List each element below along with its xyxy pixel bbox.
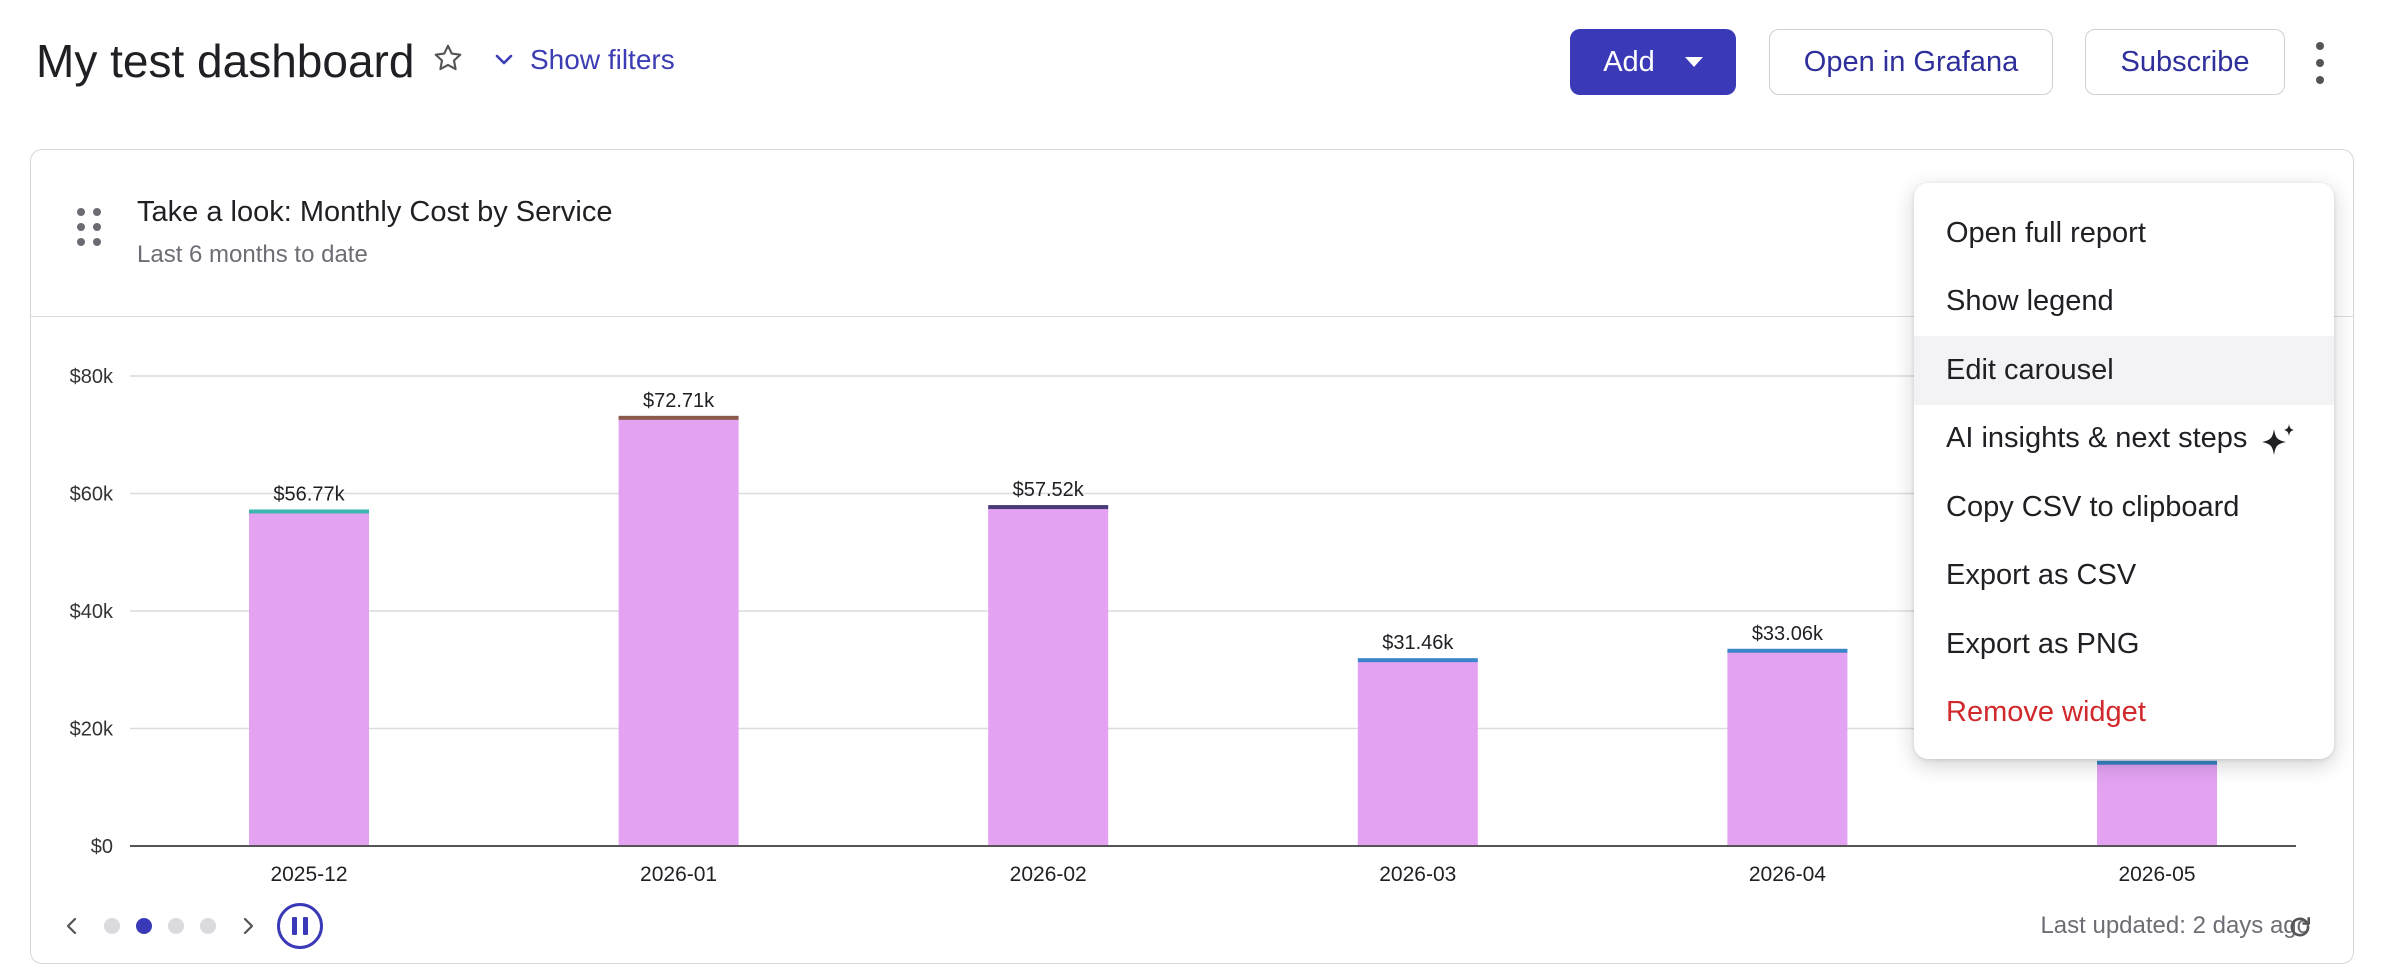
widget-header: Take a look: Monthly Cost by Service Las… [31, 150, 2353, 317]
widget-subtitle: Last 6 months to date [137, 241, 368, 268]
dashboard-header: My test dashboard Show filters Add Open … [0, 0, 2386, 126]
menu-item-label: Edit carousel [1946, 353, 2114, 386]
menu-item-label: Export as PNG [1946, 627, 2140, 660]
menu-item-edit-carousel[interactable]: Edit carousel [1914, 336, 2334, 405]
menu-item-export-csv[interactable]: Export as CSV [1914, 542, 2334, 611]
carousel-dot[interactable] [200, 918, 216, 934]
refresh-icon[interactable] [2286, 913, 2314, 941]
menu-item-open-full-report[interactable]: Open full report [1914, 199, 2334, 268]
page-title: My test dashboard [36, 35, 415, 87]
menu-item-show-legend[interactable]: Show legend [1914, 268, 2334, 337]
open-in-grafana-button[interactable]: Open in Grafana [1769, 29, 2053, 95]
star-icon[interactable] [432, 42, 464, 74]
kebab-menu-icon[interactable] [2310, 42, 2330, 84]
chevron-right-icon[interactable] [236, 914, 260, 938]
sparkle-icon [2262, 423, 2294, 455]
menu-item-copy-csv[interactable]: Copy CSV to clipboard [1914, 473, 2334, 542]
menu-item-label: Remove widget [1946, 696, 2146, 729]
carousel-dot[interactable] [104, 918, 120, 934]
chevron-left-icon[interactable] [60, 914, 84, 938]
widget-title: Take a look: Monthly Cost by Service [137, 196, 613, 228]
menu-item-label: Copy CSV to clipboard [1946, 490, 2240, 523]
carousel-dot[interactable] [168, 918, 184, 934]
show-filters-label: Show filters [530, 44, 675, 75]
pause-carousel-button[interactable] [277, 903, 323, 949]
last-updated-text: Last updated: 2 days ago [2040, 912, 2310, 939]
menu-item-remove-widget[interactable]: Remove widget [1914, 679, 2334, 748]
show-filters-toggle[interactable]: Show filters [492, 44, 675, 76]
menu-item-ai-insights[interactable]: AI insights & next steps [1914, 405, 2334, 474]
chevron-down-icon [495, 54, 513, 65]
add-button[interactable]: Add [1570, 29, 1736, 95]
menu-item-label: Open full report [1946, 216, 2146, 249]
subscribe-button[interactable]: Subscribe [2085, 29, 2285, 95]
add-button-label: Add [1603, 45, 1655, 78]
carousel-dot-active[interactable] [136, 918, 152, 934]
caret-down-icon [1684, 57, 1703, 67]
menu-item-label: AI insights & next steps [1946, 422, 2248, 455]
menu-item-export-png[interactable]: Export as PNG [1914, 610, 2334, 679]
menu-item-label: Export as CSV [1946, 559, 2137, 592]
widget-options-menu: Open full report Show legend Edit carous… [1914, 183, 2334, 759]
menu-item-label: Show legend [1946, 285, 2114, 318]
drag-handle-icon[interactable] [77, 208, 101, 246]
